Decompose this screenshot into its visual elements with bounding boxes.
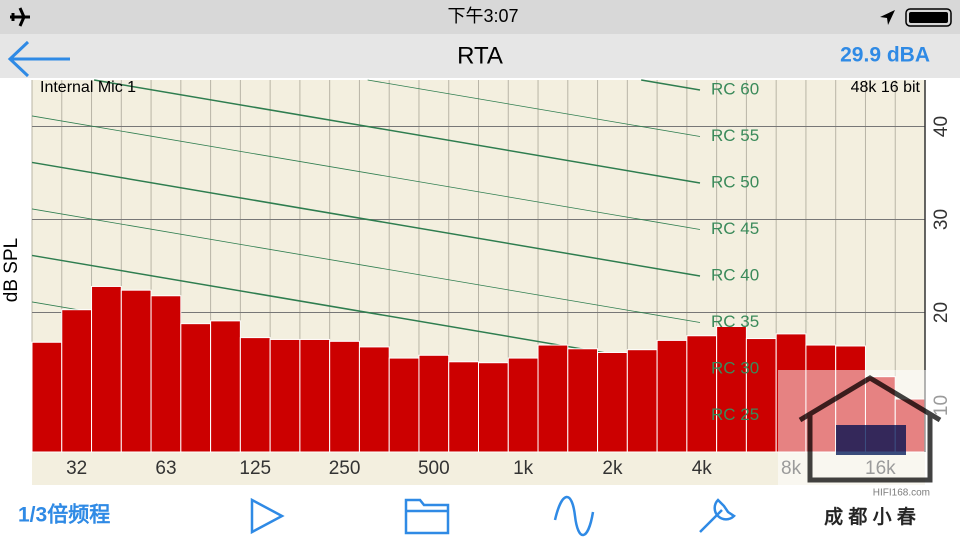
bar (61, 309, 93, 453)
bar (358, 346, 390, 453)
bar (388, 357, 420, 453)
rc-curve (31, 161, 701, 277)
bar (537, 344, 569, 453)
rc-label: RC 30 (711, 358, 759, 377)
settings-button[interactable] (699, 498, 736, 533)
bar (418, 354, 450, 453)
mode-button[interactable]: 1/3倍频程 (18, 503, 110, 527)
bar (448, 361, 480, 453)
bar (91, 285, 122, 453)
bar (239, 337, 271, 453)
x-tick-label: 1k (513, 458, 534, 479)
status-bar (0, 0, 960, 34)
bar (210, 320, 241, 453)
x-tick-label: 250 (329, 458, 361, 479)
bar (745, 338, 777, 453)
bar (626, 349, 658, 453)
bar (329, 340, 360, 453)
bar (597, 351, 628, 453)
bar (507, 357, 539, 453)
rc-curve (31, 208, 701, 323)
rc-label: RC 60 (711, 79, 759, 98)
back-button[interactable] (7, 40, 70, 78)
x-tick-label: 125 (239, 458, 271, 479)
y-tick-label: 30 (931, 209, 952, 230)
battery-level (909, 12, 948, 23)
location-icon (880, 10, 895, 25)
bar (478, 362, 509, 453)
level-readout: 29.9 dBA (840, 44, 930, 67)
rc-curve (93, 79, 701, 184)
rc-label: RC 50 (711, 172, 759, 191)
bar (567, 348, 599, 453)
y-tick-label: 40 (931, 116, 952, 137)
play-button[interactable] (250, 497, 285, 535)
signal-button[interactable] (553, 495, 595, 537)
rc-label: RC 35 (711, 312, 759, 331)
bar (31, 341, 63, 453)
rc-curve (641, 79, 701, 91)
watermark-name: 成 都 小 春 (824, 505, 916, 528)
x-tick-label: 32 (66, 458, 87, 479)
bar (656, 339, 688, 453)
watermark: HIFI168.com 成 都 小 春 (778, 370, 960, 541)
x-tick-label: 2k (602, 458, 623, 479)
rc-curve (367, 79, 701, 137)
x-tick-label: 4k (692, 458, 713, 479)
bar (299, 338, 331, 453)
rc-label: RC 40 (711, 265, 759, 284)
status-time: 下午3:07 (447, 6, 518, 26)
folder-button[interactable] (404, 498, 450, 535)
y-tick-label: 20 (931, 302, 952, 323)
bar (180, 323, 212, 453)
bar (686, 335, 718, 453)
x-tick-label: 63 (155, 458, 176, 479)
watermark-site: HIFI168.com (873, 488, 930, 499)
rc-label: RC 55 (711, 126, 759, 145)
source-label: Internal Mic 1 (40, 79, 136, 96)
nav-bar (0, 34, 960, 78)
nav-title: RTA (457, 42, 503, 69)
bar (269, 338, 301, 453)
watermark-house (798, 375, 942, 483)
format-label: 48k 16 bit (851, 79, 921, 96)
bar (120, 289, 152, 453)
airplane-icon (10, 7, 30, 27)
x-tick-label: 500 (418, 458, 450, 479)
bar (150, 295, 182, 453)
watermark-film (836, 425, 906, 455)
battery (905, 8, 952, 27)
rc-curve (31, 115, 701, 230)
y-axis-label: dB SPL (1, 238, 22, 302)
bar (716, 325, 747, 453)
rc-label: RC 45 (711, 219, 759, 238)
rc-label: RC 25 (711, 405, 759, 424)
